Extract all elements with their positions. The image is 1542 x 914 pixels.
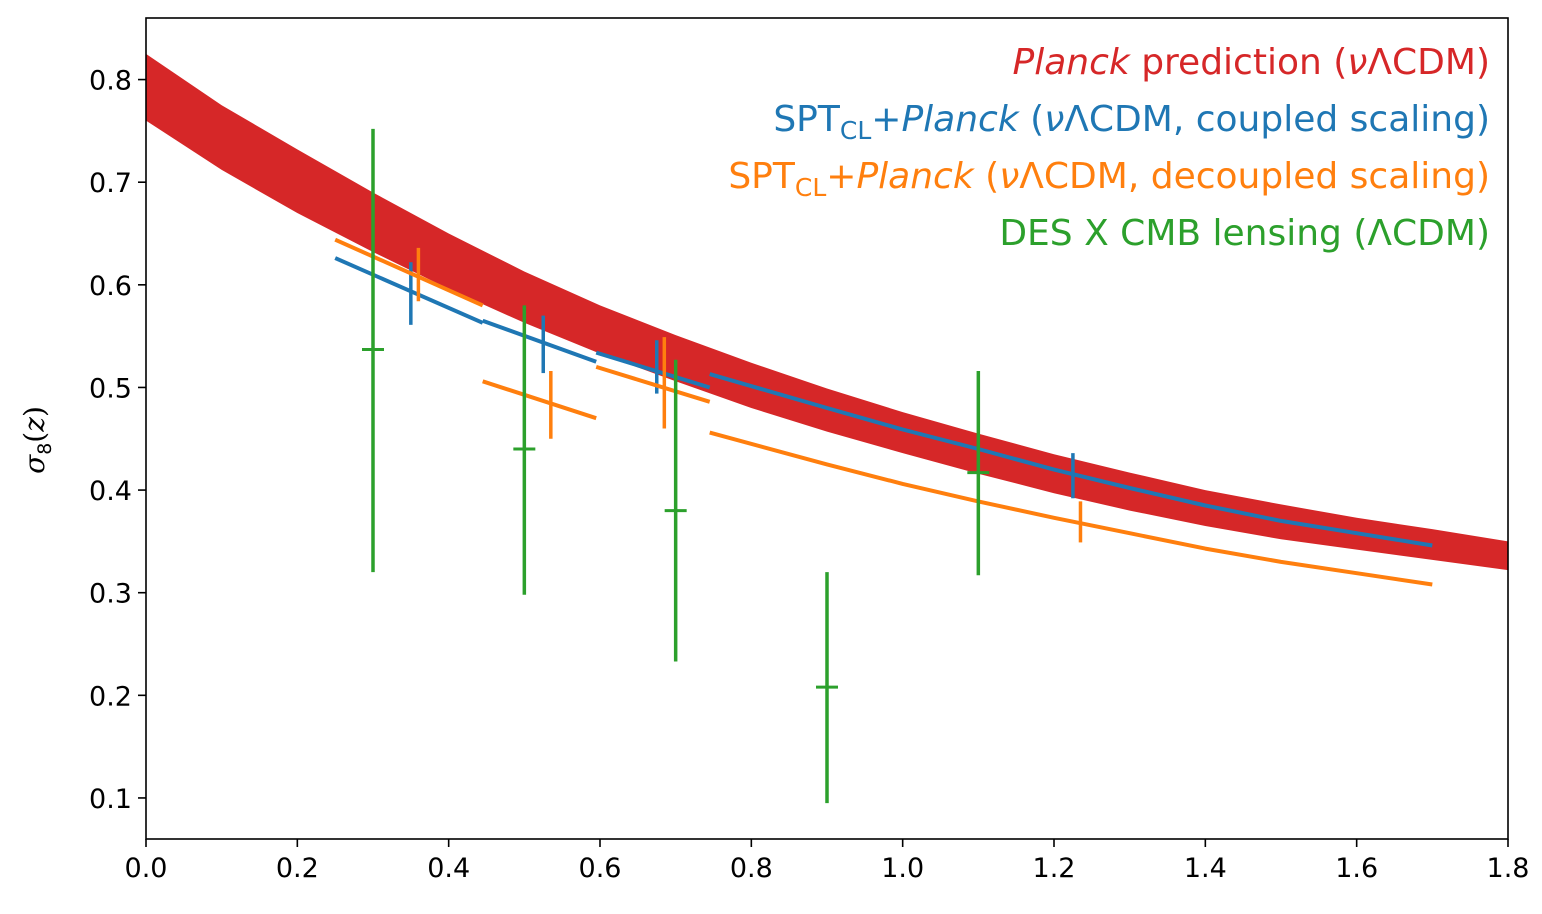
y-tick-label-5: 0.6 xyxy=(89,271,132,302)
x-tick-label-7: 1.4 xyxy=(1184,853,1227,884)
y-tick-label-4: 0.5 xyxy=(89,373,132,404)
legend-entry-2: SPTCL+Planck (νΛCDM, decoupled scaling) xyxy=(728,156,1490,202)
x-axis: 0.0 0.2 0.4 0.6 0.8 1.0 1.2 1.4 1.6 1.8 xyxy=(125,839,1530,884)
x-tick-label-0: 0.0 xyxy=(125,853,168,884)
series-1 xyxy=(334,256,1433,548)
y-tick-label-0: 0.1 xyxy=(89,784,132,815)
series-1-segment-3 xyxy=(709,372,1433,548)
plot-frame xyxy=(145,17,1509,840)
x-tick-label-4: 0.8 xyxy=(730,853,773,884)
series-1-segment-0 xyxy=(334,256,484,325)
legend: Planck prediction (νΛCDM) SPTCL+Planck (ν… xyxy=(728,42,1490,254)
series-1-segment-2 xyxy=(595,350,711,390)
y-axis: 0.1 0.2 0.3 0.4 0.5 0.6 0.7 0.8 xyxy=(89,66,146,815)
series-2-segment-3 xyxy=(709,430,1433,587)
y-tick-label-2: 0.3 xyxy=(89,579,132,610)
series-3 xyxy=(362,128,990,804)
series-2-segment-0 xyxy=(334,237,484,308)
legend-entry-0: Planck prediction (νΛCDM) xyxy=(1013,42,1490,83)
x-tick-label-3: 0.6 xyxy=(579,853,622,884)
x-tick-label-2: 0.4 xyxy=(427,853,470,884)
legend-entry-1: SPTCL+Planck (νΛCDM, coupled scaling) xyxy=(773,99,1490,145)
x-tick-label-1: 0.2 xyxy=(276,853,319,884)
legend-entry-3: DES X CMB lensing (ΛCDM) xyxy=(999,213,1490,254)
y-tick-label-3: 0.4 xyxy=(89,476,132,507)
x-tick-label-8: 1.6 xyxy=(1335,853,1378,884)
series-2 xyxy=(334,237,1433,587)
y-tick-label-6: 0.7 xyxy=(89,168,132,199)
x-tick-label-9: 1.8 xyxy=(1487,853,1530,884)
y-tick-label-1: 0.2 xyxy=(89,681,132,712)
x-tick-label-5: 1.0 xyxy=(881,853,924,884)
plot-marks xyxy=(146,53,1508,804)
series-2-segment-2 xyxy=(595,364,711,404)
y-tick-label-7: 0.8 xyxy=(89,66,132,97)
x-tick-label-6: 1.2 xyxy=(1033,853,1076,884)
series-2-segment-1 xyxy=(482,379,597,421)
series-1-segment-1 xyxy=(482,318,597,364)
y-axis-label: σ8(z) xyxy=(18,406,56,474)
